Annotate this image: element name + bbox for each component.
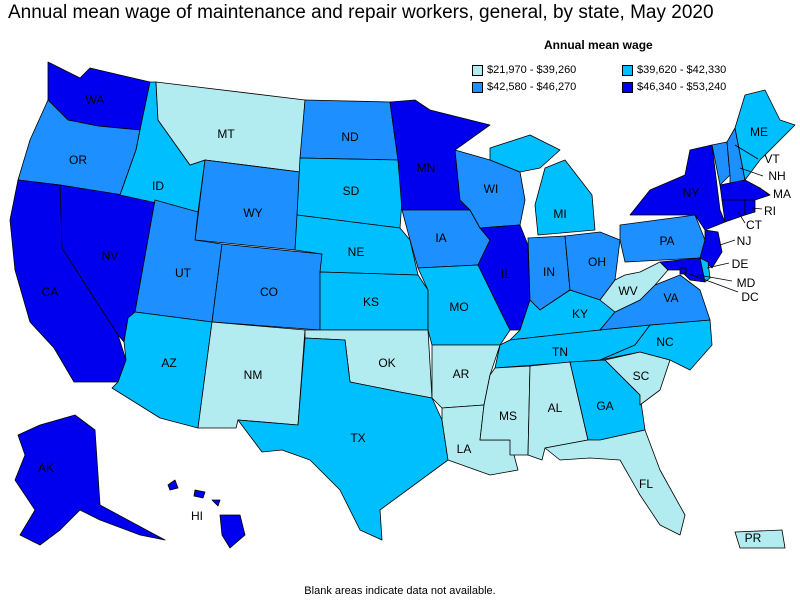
- state-nc[interactable]: [599, 319, 713, 371]
- state-label-ut: UT: [175, 266, 192, 280]
- legend-swatch-bin-1: [622, 64, 633, 76]
- state-sd[interactable]: [296, 157, 403, 229]
- state-label-sc: SC: [633, 369, 650, 383]
- leader-ma: [764, 191, 769, 195]
- state-ri[interactable]: [744, 199, 756, 216]
- legend-swatch-bin-3: [622, 81, 633, 93]
- state-label-al: AL: [548, 401, 563, 415]
- leader-md: [697, 274, 733, 282]
- state-label-tn: TN: [552, 345, 568, 359]
- state-label-va: VA: [663, 291, 678, 305]
- state-ak[interactable]: [14, 414, 166, 546]
- state-pr[interactable]: [734, 529, 786, 549]
- state-label-pr: PR: [745, 531, 762, 545]
- state-label-ia: IA: [435, 231, 446, 245]
- legend-label-bin-0: $21,970 - $39,260: [487, 64, 577, 76]
- state-label-me: ME: [750, 125, 768, 139]
- leader-nh: [739, 167, 764, 177]
- state-label-nh: NH: [768, 169, 785, 183]
- state-label-nc: NC: [656, 335, 674, 349]
- footnote: Blank areas indicate data not available.: [304, 585, 496, 597]
- state-label-nd: ND: [341, 130, 359, 144]
- leader-dc: [683, 271, 739, 293]
- state-ny[interactable]: [629, 144, 726, 231]
- state-label-vt: VT: [764, 152, 780, 166]
- state-fl[interactable]: [544, 429, 686, 536]
- state-label-il: IL: [501, 267, 511, 281]
- state-label-wa: WA: [86, 93, 105, 107]
- state-label-la: LA: [457, 442, 472, 456]
- state-label-mn: MN: [417, 161, 436, 175]
- state-label-oh: OH: [588, 255, 606, 269]
- state-label-ks: KS: [363, 295, 379, 309]
- state-label-ma: MA: [773, 187, 791, 201]
- state-label-md: MD: [737, 276, 756, 290]
- state-ma[interactable]: [719, 179, 771, 201]
- leader-ct: [737, 211, 746, 224]
- state-ct[interactable]: [721, 199, 746, 223]
- state-label-az: AZ: [161, 356, 176, 370]
- state-label-de: DE: [732, 257, 749, 271]
- state-label-mt: MT: [217, 127, 235, 141]
- state-label-ca: CA: [42, 285, 59, 299]
- state-label-ak: AK: [38, 461, 54, 475]
- state-hi[interactable]: [167, 479, 246, 549]
- state-label-nj: NJ: [737, 234, 752, 248]
- state-label-nm: NM: [244, 368, 263, 382]
- leader-ri: [751, 207, 763, 210]
- legend-title: Annual mean wage: [544, 38, 653, 52]
- legend-label-bin-3: $46,340 - $53,240: [637, 81, 727, 93]
- state-tx[interactable]: [237, 337, 449, 541]
- state-label-ok: OK: [378, 356, 395, 370]
- legend-label-bin-1: $39,620 - $42,330: [637, 64, 727, 76]
- state-label-co: CO: [260, 285, 278, 299]
- state-label-wv: WV: [618, 284, 637, 298]
- state-label-ky: KY: [572, 307, 588, 321]
- state-az[interactable]: [111, 311, 213, 429]
- state-label-ar: AR: [453, 367, 470, 381]
- state-il[interactable]: [477, 224, 531, 331]
- state-label-dc: DC: [741, 290, 759, 304]
- state-label-wi: WI: [484, 182, 499, 196]
- state-nj[interactable]: [699, 229, 723, 269]
- state-me[interactable]: [734, 89, 796, 181]
- state-label-ne: NE: [348, 245, 365, 259]
- state-label-tx: TX: [350, 431, 365, 445]
- state-de[interactable]: [699, 257, 711, 283]
- legend-item-bin-0: $21,970 - $39,260: [472, 64, 576, 76]
- state-label-id: ID: [152, 179, 164, 193]
- legend-item-bin-1: $39,620 - $42,330: [622, 64, 726, 76]
- state-label-nv: NV: [102, 249, 119, 263]
- state-label-pa: PA: [659, 234, 674, 248]
- map-title: Annual mean wage of maintenance and repa…: [8, 2, 714, 23]
- state-label-wy: WY: [243, 206, 262, 220]
- state-label-mi: MI: [553, 207, 566, 221]
- state-label-hi: HI: [191, 509, 203, 523]
- state-label-fl: FL: [639, 477, 653, 491]
- state-label-sd: SD: [343, 184, 360, 198]
- leader-vt: [734, 144, 759, 160]
- legend-item-bin-3: $46,340 - $53,240: [622, 81, 726, 93]
- leader-de: [706, 262, 730, 269]
- state-label-ny: NY: [683, 186, 700, 200]
- state-label-ri: RI: [764, 204, 776, 218]
- state-wy[interactable]: [194, 159, 301, 251]
- state-label-in: IN: [543, 265, 555, 279]
- state-label-ct: CT: [746, 218, 763, 232]
- legend-swatch-bin-2: [472, 81, 483, 93]
- legend-swatch-bin-0: [472, 64, 483, 76]
- legend-item-bin-2: $42,580 - $46,270: [472, 81, 576, 93]
- state-label-or: OR: [69, 153, 87, 167]
- state-label-mo: MO: [449, 300, 468, 314]
- legend-label-bin-2: $42,580 - $46,270: [487, 81, 577, 93]
- state-label-ga: GA: [596, 399, 613, 413]
- state-wv[interactable]: [599, 261, 669, 313]
- state-mi[interactable]: [489, 134, 596, 236]
- state-label-ms: MS: [499, 409, 517, 423]
- leader-nj: [719, 239, 736, 246]
- state-dc[interactable]: [679, 267, 687, 275]
